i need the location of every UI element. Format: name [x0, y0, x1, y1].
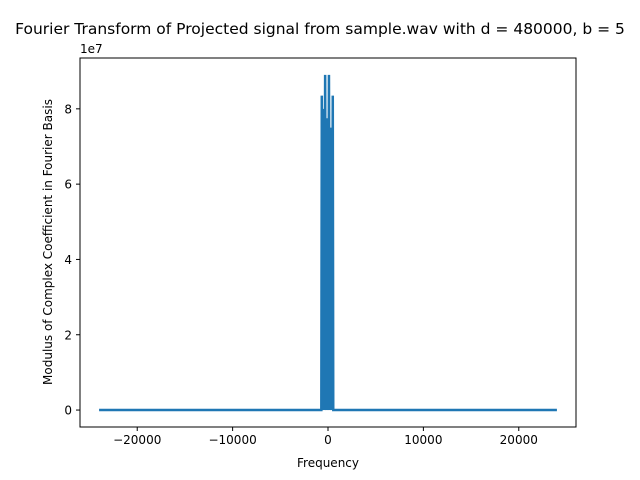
series-line-0	[99, 74, 557, 412]
y-tick-label: 6	[64, 178, 72, 192]
x-tick-label: 0	[324, 433, 332, 447]
y-tick-label: 8	[64, 102, 72, 116]
x-axis-label: Frequency	[297, 456, 359, 470]
plot-area: −20000 −10000 0 10000 20000 0 2 4 6 8	[64, 57, 577, 447]
y-tick-label: 0	[64, 404, 72, 418]
y-tick-label: 2	[64, 328, 72, 342]
y-tick-label: 4	[64, 253, 72, 267]
x-tick-label: −20000	[113, 433, 161, 447]
x-tick-label: −10000	[208, 433, 256, 447]
y-axis-label: Modulus of Complex Coefficient in Fourie…	[41, 99, 55, 385]
x-tick-label: 20000	[500, 433, 538, 447]
y-scale-label: 1e7	[80, 42, 103, 56]
chart-title: Fourier Transform of Projected signal fr…	[15, 20, 625, 38]
x-tick-label: 10000	[404, 433, 442, 447]
